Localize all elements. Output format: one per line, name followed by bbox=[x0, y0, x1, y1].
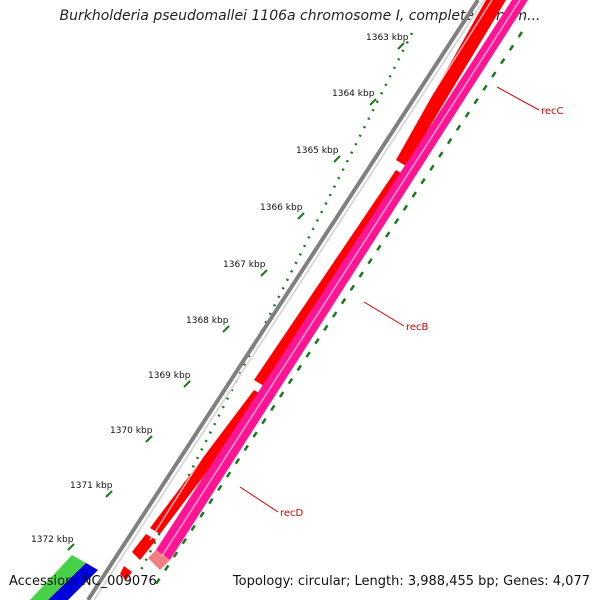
tick-label: 1370 kbp bbox=[110, 426, 153, 436]
track-separator-1 bbox=[149, 0, 493, 541]
tick-label: 1372 kbp bbox=[31, 535, 74, 545]
cds-small bbox=[132, 534, 156, 560]
tick-label: 1363 kbp bbox=[366, 33, 409, 43]
accession-label: Accession: NC_009076 bbox=[9, 574, 157, 589]
tick-mark bbox=[397, 42, 405, 50]
gene-label-recC: recC bbox=[541, 106, 564, 117]
tick-mark bbox=[222, 325, 230, 333]
tick-mark bbox=[67, 543, 75, 551]
ruler-inner-dashes bbox=[154, 31, 524, 585]
tick-label: 1368 kbp bbox=[186, 316, 229, 326]
map-title: Burkholderia pseudomallei 1106a chromoso… bbox=[59, 8, 541, 24]
cds-recD bbox=[150, 390, 264, 534]
gene-label-recD: recD bbox=[280, 508, 304, 519]
track-separator-2 bbox=[161, 0, 521, 557]
tick-mark bbox=[333, 155, 341, 163]
blue-feature-block bbox=[48, 563, 98, 600]
cds-recC bbox=[396, 0, 506, 166]
tick-mark bbox=[369, 98, 377, 106]
tick-label: 1366 kbp bbox=[260, 203, 303, 213]
green-feature-block bbox=[30, 555, 86, 600]
tick-mark bbox=[297, 212, 305, 220]
tick-mark bbox=[183, 380, 191, 388]
gene-label-line-recB bbox=[363, 301, 405, 327]
tick-mark bbox=[260, 269, 268, 277]
tick-label: 1367 kbp bbox=[223, 260, 266, 270]
tick-labels: 1363 kbp 1364 kbp 1365 kbp 1366 kbp 1367… bbox=[31, 33, 409, 545]
tick-mark bbox=[105, 490, 113, 498]
tick-marks bbox=[67, 42, 405, 551]
tick-mark bbox=[145, 435, 153, 443]
genome-summary: Topology: circular; Length: 3,988,455 bp… bbox=[232, 574, 590, 589]
reverse-track-end bbox=[148, 550, 170, 570]
gene-label-line-recD bbox=[239, 486, 279, 513]
tick-label: 1371 kbp bbox=[70, 481, 113, 491]
tick-label: 1365 kbp bbox=[296, 146, 339, 156]
gene-label-recB: recB bbox=[406, 322, 429, 333]
gene-label-line-recC bbox=[496, 86, 540, 111]
tick-label: 1369 kbp bbox=[148, 371, 191, 381]
backbone-inner bbox=[93, 0, 485, 600]
cds-small-2 bbox=[120, 566, 132, 580]
backbone-outer bbox=[86, 0, 480, 600]
reverse-track bbox=[156, 0, 528, 560]
tick-label: 1364 kbp bbox=[332, 89, 375, 99]
